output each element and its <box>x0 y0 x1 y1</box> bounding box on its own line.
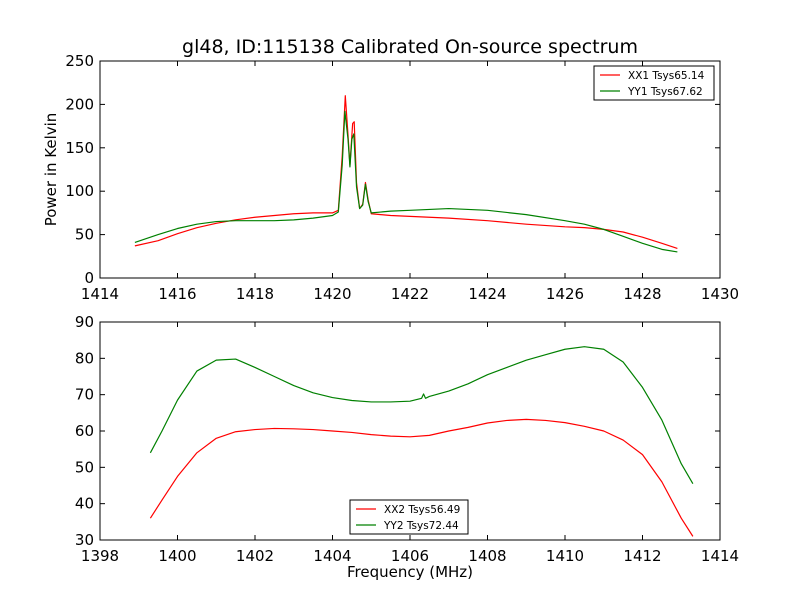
series-line-1 <box>134 95 678 250</box>
x-tick-label: 1404 <box>313 547 351 565</box>
x-tick-label: 1430 <box>701 285 739 303</box>
x-tick-label: 1420 <box>313 285 351 303</box>
x-tick-label: 1402 <box>236 547 274 565</box>
y-tick-label: 200 <box>65 95 94 113</box>
series-line-2 <box>149 346 694 484</box>
legend-box <box>349 499 469 535</box>
legend-label: YY2 Tsys72.44 <box>383 520 459 532</box>
y-tick-label: 30 <box>75 531 94 549</box>
legend-label: XX1 Tsys65.14 <box>628 70 705 82</box>
y-tick-label: 150 <box>65 139 94 157</box>
top-panel: 1414 1416 1418 1420 1422 1424 1426 1428 1430 0 50 1… <box>42 52 739 303</box>
x-tick-label: 1410 <box>546 547 584 565</box>
y-tick-label: 50 <box>75 458 94 476</box>
y-tick-label: 40 <box>75 495 94 513</box>
y-tick-label: 70 <box>75 386 94 404</box>
x-tick-label: 1398 <box>81 547 119 565</box>
x-tick-label: 1424 <box>468 285 506 303</box>
legend-label: YY1 Tsys67.62 <box>627 86 703 98</box>
chart-title: gl48, ID:115138 Calibrated On-source spe… <box>182 36 638 58</box>
x-tick-label: 1408 <box>468 547 506 565</box>
x-tick-label: 1428 <box>623 285 661 303</box>
legend-box <box>593 65 715 101</box>
series-line-1 <box>149 418 694 537</box>
x-tick-label: 1416 <box>158 285 196 303</box>
x-tick-label: 1412 <box>623 547 661 565</box>
x-tick-label: 1406 <box>391 547 429 565</box>
x-tick-label: 1426 <box>546 285 584 303</box>
y-tick-label: 80 <box>75 349 94 367</box>
x-tick-label: 1418 <box>236 285 274 303</box>
y-tick-label: 250 <box>65 52 94 70</box>
x-tick-label: 1400 <box>158 547 196 565</box>
x-tick-label: 1422 <box>391 285 429 303</box>
x-tick-label: 1414 <box>701 547 739 565</box>
y-axis-label: Power in Kelvin <box>42 113 60 227</box>
x-tick-label: 1414 <box>81 285 119 303</box>
y-tick-label: 50 <box>75 226 94 244</box>
x-axis-label: Frequency (MHz) <box>347 563 473 581</box>
legend-label: XX2 Tsys56.49 <box>384 504 460 516</box>
y-tick-label: 0 <box>84 269 94 287</box>
y-tick-label: 90 <box>75 313 94 331</box>
y-tick-label: 60 <box>75 422 94 440</box>
series-line-2 <box>134 110 678 253</box>
y-tick-label: 100 <box>65 182 94 200</box>
bottom-panel: 1398 1400 1402 1404 1406 1408 1410 1412 1414 30 40… <box>75 313 739 581</box>
